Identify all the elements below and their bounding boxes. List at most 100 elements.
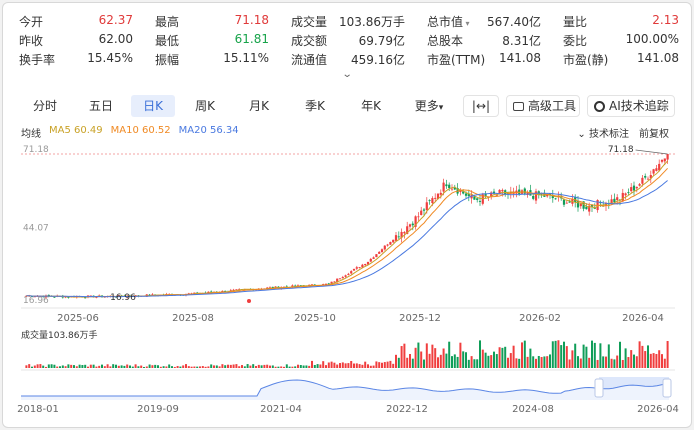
candle-body bbox=[341, 277, 344, 279]
advanced-tools-button[interactable]: 高级工具 bbox=[506, 95, 580, 117]
stock-chart-svg[interactable]: 71.18 44.07 16.96 2025-06 2025-08 2025-10 2025… bbox=[3, 3, 692, 428]
stat-cell: 今开 62.37 bbox=[19, 13, 133, 32]
candle-body bbox=[327, 283, 330, 285]
volume-bar bbox=[568, 359, 571, 368]
candle-body bbox=[546, 194, 549, 197]
candle-body bbox=[338, 278, 342, 280]
tab-4[interactable]: 月K bbox=[235, 95, 283, 117]
volume-bar bbox=[602, 356, 605, 368]
candle-body bbox=[436, 193, 440, 199]
volume-bar bbox=[285, 364, 288, 368]
tab-2[interactable]: 日K bbox=[131, 95, 175, 117]
adjust-mode-toggle[interactable]: 前复权 bbox=[639, 129, 669, 140]
candle-body bbox=[649, 175, 652, 179]
ai-tracking-button[interactable]: AI技术追踪 bbox=[587, 95, 675, 117]
volume-bar bbox=[582, 344, 585, 368]
navigator-handle[interactable] bbox=[594, 378, 604, 398]
fit-width-button[interactable]: |↔| bbox=[463, 95, 499, 117]
tab-6[interactable]: 年K bbox=[347, 95, 395, 117]
navigator-handle[interactable] bbox=[662, 378, 672, 398]
stats-row: 今开 62.37 最高 71.18 成交量 103.86万手 总市值 ▾ 567.40亿 量比 2… bbox=[19, 13, 679, 32]
volume-bar bbox=[229, 364, 232, 368]
stat-label: 总股本 bbox=[427, 34, 464, 48]
volume-bar bbox=[123, 365, 126, 368]
volume-bar bbox=[162, 366, 165, 368]
candle-body bbox=[47, 294, 50, 297]
candle-body bbox=[576, 200, 580, 208]
high-annotation-label: 71.18 bbox=[608, 145, 634, 155]
volume-bar bbox=[403, 343, 406, 368]
candle-body bbox=[492, 191, 496, 194]
volume-bar bbox=[243, 366, 246, 368]
volume-bar bbox=[386, 361, 389, 368]
volume-bar bbox=[367, 364, 369, 368]
candle-body bbox=[526, 192, 529, 195]
volume-bar bbox=[529, 348, 532, 368]
volume-bar bbox=[372, 365, 375, 368]
x-axis-tick-label: 2026-04 bbox=[622, 313, 664, 324]
volume-bar bbox=[84, 364, 87, 368]
stat-value: 100.00% bbox=[625, 32, 679, 46]
y-axis-label: 16.96 bbox=[23, 296, 49, 306]
candle-body bbox=[397, 236, 400, 238]
stat-value: 567.40亿 bbox=[487, 15, 541, 29]
volume-bar bbox=[70, 364, 73, 368]
volume-bar bbox=[25, 365, 28, 368]
volume-bar bbox=[182, 365, 185, 368]
volume-bar bbox=[165, 366, 168, 368]
candle-body bbox=[593, 208, 596, 209]
tech-annotation-toggle[interactable]: ⌄ 技术标注 bbox=[577, 129, 629, 140]
stat-value: 71.18 bbox=[234, 13, 269, 27]
candle-body bbox=[53, 296, 56, 298]
volume-bar bbox=[453, 354, 456, 368]
stat-cell: 流通值 459.16亿 bbox=[291, 51, 405, 70]
volume-bar bbox=[109, 366, 112, 368]
volume-bar bbox=[663, 358, 666, 368]
candle-body bbox=[84, 297, 87, 299]
volume-bar bbox=[291, 366, 294, 368]
candle-body bbox=[344, 275, 347, 277]
ma5-line bbox=[26, 160, 668, 298]
candle-body bbox=[641, 177, 644, 184]
chart-tags: ⌄ 技术标注 前复权 bbox=[577, 125, 669, 140]
tab-0[interactable]: 分时 bbox=[21, 95, 69, 117]
tab-7[interactable]: 更多▾ bbox=[403, 95, 455, 117]
expand-stats-caret-icon[interactable]: ⌄ bbox=[341, 69, 353, 80]
volume-bar bbox=[61, 365, 64, 368]
stat-label: 总市值 bbox=[427, 15, 464, 29]
tab-label: 更多 bbox=[414, 99, 439, 113]
candle-body bbox=[207, 291, 210, 294]
volume-bar bbox=[509, 353, 512, 368]
volume-bar bbox=[456, 356, 459, 368]
candle-body bbox=[658, 163, 661, 171]
volume-bar bbox=[277, 366, 280, 368]
volume-bar bbox=[666, 341, 669, 368]
candle-body bbox=[534, 191, 538, 201]
volume-bar bbox=[327, 362, 330, 368]
candle-body bbox=[411, 223, 414, 226]
tab-3[interactable]: 周K bbox=[185, 95, 225, 117]
volume-bar bbox=[437, 357, 439, 368]
tab-label: 五日 bbox=[88, 99, 113, 113]
volume-bar bbox=[215, 365, 218, 368]
tab-label: 分时 bbox=[32, 99, 57, 113]
period-tabs: 分时 五日 日K 周K 月K 季K 年K 更多▾ bbox=[21, 95, 455, 117]
ma10-legend: MA10 60.52 bbox=[110, 125, 171, 136]
ma20-legend: MA20 56.34 bbox=[178, 125, 239, 136]
volume-bar bbox=[59, 366, 61, 368]
tab-5[interactable]: 季K bbox=[293, 95, 337, 117]
volume-bar bbox=[255, 366, 257, 368]
volume-bar bbox=[378, 362, 381, 368]
caret-down-icon[interactable]: ▾ bbox=[463, 19, 470, 28]
tab-1[interactable]: 五日 bbox=[79, 95, 123, 117]
volume-bar bbox=[117, 365, 120, 368]
volume-bar bbox=[241, 365, 243, 368]
volume-bar bbox=[101, 364, 103, 368]
volume-bar bbox=[470, 356, 473, 368]
volume-bar bbox=[577, 356, 579, 368]
candle-body bbox=[434, 197, 437, 199]
candle-body bbox=[551, 194, 554, 199]
candle-body bbox=[235, 289, 238, 291]
volume-bar bbox=[196, 366, 199, 368]
stat-cell: 成交量 103.86万手 bbox=[291, 13, 405, 32]
